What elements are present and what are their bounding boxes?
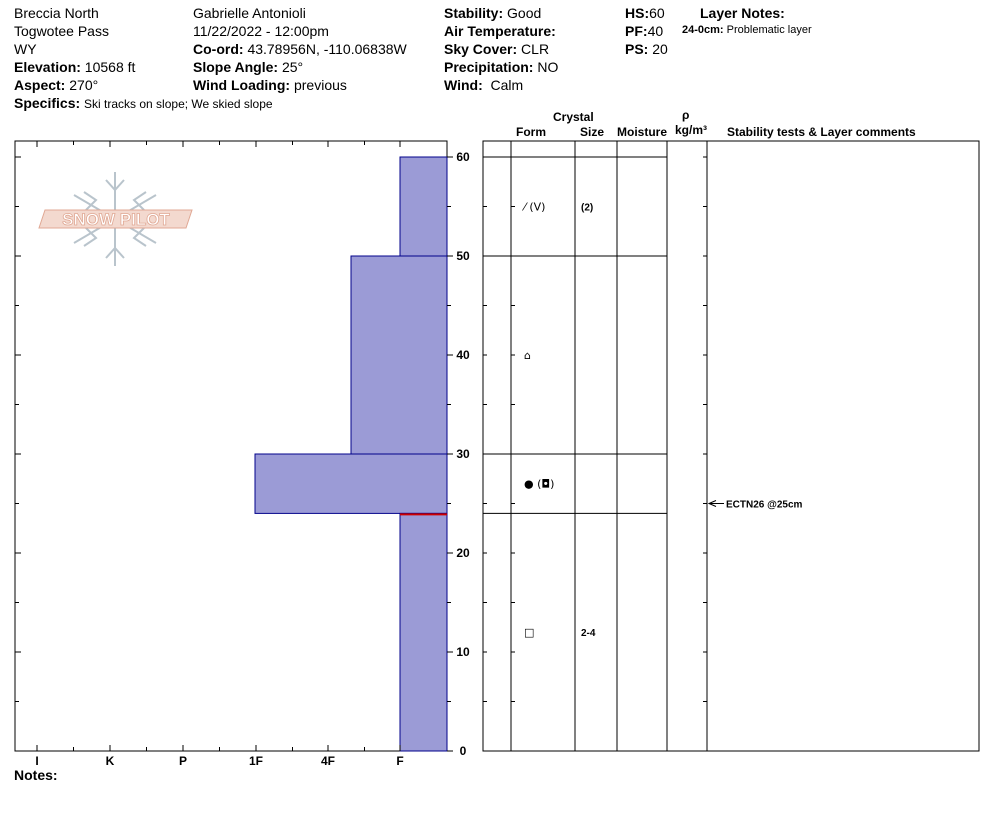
logo-text: SNOW PILOT xyxy=(62,210,170,229)
state-name: WY xyxy=(14,41,37,57)
layer-table-frame xyxy=(482,140,980,752)
ps-label: PS: xyxy=(625,41,649,57)
aspect-label: Aspect: xyxy=(14,77,66,93)
specifics-value: Ski tracks on slope; We skied slope xyxy=(84,97,273,111)
sky-value: CLR xyxy=(521,41,550,57)
crystal-form-0: ⁄ (V) xyxy=(521,201,545,214)
stability-test-label-0: ECTN26 @25cm xyxy=(726,500,803,511)
elevation-label: Elevation: xyxy=(14,59,81,75)
air-temp-label: Air Temperature: xyxy=(444,23,556,39)
hs-label: HS: xyxy=(625,5,650,21)
layer-note: 24-0cm: Problematic layer xyxy=(682,24,812,36)
wind-value: Calm xyxy=(490,77,524,93)
col-moisture-heading: Moisture xyxy=(617,125,668,139)
snowpilot-logo: SNOW PILOT xyxy=(38,172,193,266)
col-size-heading: Size xyxy=(580,125,605,139)
ps-value: 20 xyxy=(652,41,668,57)
stability-value: Good xyxy=(507,5,542,21)
aspect: Aspect: 270° xyxy=(14,76,98,94)
y-tick-label: 10 xyxy=(456,645,470,659)
wind: Wind: Calm xyxy=(444,76,523,94)
air-temperature: Air Temperature: xyxy=(444,22,556,40)
hs-value: 60 xyxy=(649,5,665,21)
y-tick-label: 0 xyxy=(460,744,467,758)
aspect-value: 270° xyxy=(69,77,99,93)
location-name: Breccia North xyxy=(14,5,99,21)
col-form-heading: Form xyxy=(516,125,546,139)
hardness-label-K: K xyxy=(106,754,115,768)
crystal-form-1: ⌂ xyxy=(524,349,531,362)
crystal-size-3: 2-4 xyxy=(581,628,596,639)
col-crystal-heading: Crystal xyxy=(553,110,594,124)
col-rho-heading: ρ xyxy=(682,108,690,122)
hardness-bar-1 xyxy=(350,255,448,455)
wind-label: Wind: xyxy=(444,77,483,93)
coordinates: Co-ord: 43.78956N, -110.06838W xyxy=(193,40,407,58)
pf-label: PF: xyxy=(625,23,648,39)
range-name: Togwotee Pass xyxy=(14,23,109,39)
wind-loading-label: Wind Loading: xyxy=(193,77,291,93)
hardness-label-4F: 4F xyxy=(321,754,335,768)
hs: HS:60 xyxy=(625,4,665,22)
stability-label: Stability: xyxy=(444,5,504,21)
stability-test-arrowhead xyxy=(707,500,717,507)
layer-note-text: Problematic layer xyxy=(726,24,812,36)
specifics: Specifics: Ski tracks on slope; We skied… xyxy=(14,94,273,113)
slope-angle: Slope Angle: 25° xyxy=(193,58,303,76)
layer-notes-label: Layer Notes: xyxy=(700,5,785,21)
ps: PS: 20 xyxy=(625,40,668,58)
elevation: Elevation: 10568 ft xyxy=(14,58,135,76)
slope-label: Slope Angle: xyxy=(193,59,279,75)
wind-loading: Wind Loading: previous xyxy=(193,76,347,94)
notes-label: Notes: xyxy=(14,767,58,783)
stability: Stability: Good xyxy=(444,4,541,22)
specifics-label: Specifics: xyxy=(14,95,81,111)
coord-label: Co-ord: xyxy=(193,41,244,57)
precip-label: Precipitation: xyxy=(444,59,534,75)
y-tick-label: 50 xyxy=(456,249,470,263)
hardness-bar-0 xyxy=(399,156,448,257)
elevation-value: 10568 ft xyxy=(84,59,136,75)
observer-name: Gabrielle Antonioli xyxy=(193,5,306,21)
col-density-heading: kg/m³ xyxy=(675,123,708,137)
precipitation: Precipitation: NO xyxy=(444,58,558,76)
y-tick-label: 30 xyxy=(456,447,470,461)
coord-value: 43.78956N, -110.06838W xyxy=(247,41,407,57)
wind-loading-value: previous xyxy=(293,77,347,93)
hardness-bar-2 xyxy=(254,453,448,514)
hardness-label-I: I xyxy=(35,754,38,768)
logo-banner xyxy=(38,209,193,229)
hardness-label-P: P xyxy=(179,754,187,768)
hardness-bar-3 xyxy=(399,512,448,752)
crystal-size-0: (2) xyxy=(581,203,593,214)
crystal-form-3: □ xyxy=(524,626,534,639)
y-tick-label: 40 xyxy=(456,348,470,362)
sky-cover: Sky Cover: CLR xyxy=(444,40,549,58)
hardness-label-F: F xyxy=(396,754,403,768)
hardness-label-1F: 1F xyxy=(249,754,263,768)
crystal-form-2: ● (◘) xyxy=(524,478,554,491)
y-tick-label: 60 xyxy=(456,150,470,164)
col-stability-heading: Stability tests & Layer comments xyxy=(727,125,916,139)
pf: PF:40 xyxy=(625,22,663,40)
pf-value: 40 xyxy=(647,23,664,39)
precip-value: NO xyxy=(537,59,559,75)
observation-datetime: 11/22/2022 - 12:00pm xyxy=(193,23,329,39)
layer-note-depth: 24-0cm: xyxy=(682,24,724,36)
slope-value: 25° xyxy=(281,59,304,75)
sky-label: Sky Cover: xyxy=(444,41,518,57)
y-tick-label: 20 xyxy=(456,546,470,560)
